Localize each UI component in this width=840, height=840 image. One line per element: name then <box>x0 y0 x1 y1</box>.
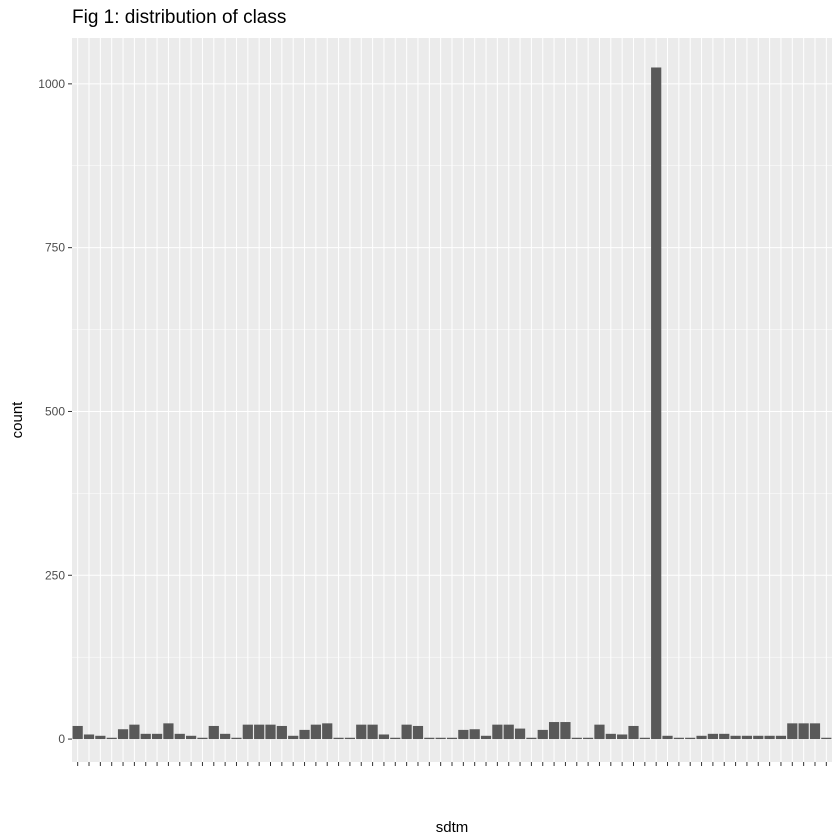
bar <box>117 729 129 740</box>
bar <box>140 733 151 740</box>
bar <box>775 735 787 740</box>
chart-title: Fig 1: distribution of class <box>72 7 287 28</box>
bar <box>492 724 503 740</box>
bar <box>514 728 526 740</box>
bar <box>537 729 548 740</box>
bar <box>174 733 185 740</box>
y-axis: 0 250 500 750 1000 <box>38 77 72 746</box>
bar <box>798 723 809 740</box>
bar <box>276 725 287 740</box>
bar <box>254 724 265 740</box>
x-axis <box>77 762 827 766</box>
bar <box>480 735 492 740</box>
bar <box>560 722 571 740</box>
y-axis-title: count <box>9 401 26 439</box>
grid-lines <box>72 38 832 762</box>
bar <box>707 733 718 740</box>
bar <box>106 737 117 740</box>
bar <box>83 734 95 740</box>
bar <box>322 723 333 740</box>
bar <box>344 737 356 740</box>
bar <box>378 734 390 740</box>
bar <box>741 735 753 740</box>
bar <box>435 737 446 740</box>
bar <box>186 735 197 740</box>
bar <box>617 734 628 740</box>
bar <box>571 737 582 740</box>
bar <box>809 723 821 740</box>
bar <box>356 724 367 740</box>
bar <box>95 735 106 740</box>
bar <box>458 729 469 740</box>
bar <box>72 725 83 740</box>
bar <box>333 737 344 740</box>
bar <box>764 735 775 740</box>
bar <box>265 724 276 740</box>
bar <box>662 735 673 740</box>
bar <box>719 733 730 740</box>
bar <box>299 729 310 740</box>
bar <box>367 724 378 740</box>
bar <box>197 737 208 740</box>
y-tick-label: 500 <box>45 404 65 418</box>
x-axis-title: sdtm <box>436 819 469 836</box>
bar <box>412 725 424 740</box>
bar <box>548 722 560 740</box>
y-tick-label: 250 <box>45 568 65 582</box>
bar <box>231 737 242 740</box>
bar <box>401 724 412 740</box>
bar <box>696 735 707 740</box>
bars <box>72 67 832 740</box>
y-tick-label: 750 <box>45 241 65 255</box>
bar <box>639 737 650 740</box>
bar <box>208 725 219 740</box>
bar <box>594 724 605 740</box>
bar <box>685 737 696 740</box>
bar <box>787 723 798 740</box>
bar <box>129 724 140 740</box>
bar <box>821 737 832 740</box>
bar <box>242 724 253 740</box>
bar <box>310 724 321 740</box>
bar <box>503 724 514 740</box>
y-tick-label: 1000 <box>38 77 65 91</box>
bar <box>469 729 480 740</box>
bar <box>151 733 163 740</box>
bar <box>583 737 594 740</box>
bar <box>628 725 639 740</box>
bar <box>390 737 401 740</box>
y-tick-label: 0 <box>58 732 65 746</box>
bar <box>730 735 741 740</box>
bar <box>446 737 458 740</box>
bar <box>605 733 616 740</box>
bar <box>673 737 684 740</box>
bar <box>526 737 537 740</box>
bar <box>651 67 662 740</box>
bar <box>163 723 174 740</box>
bar <box>288 735 299 740</box>
bar <box>424 737 435 740</box>
bar <box>753 735 764 740</box>
bar <box>220 733 231 740</box>
